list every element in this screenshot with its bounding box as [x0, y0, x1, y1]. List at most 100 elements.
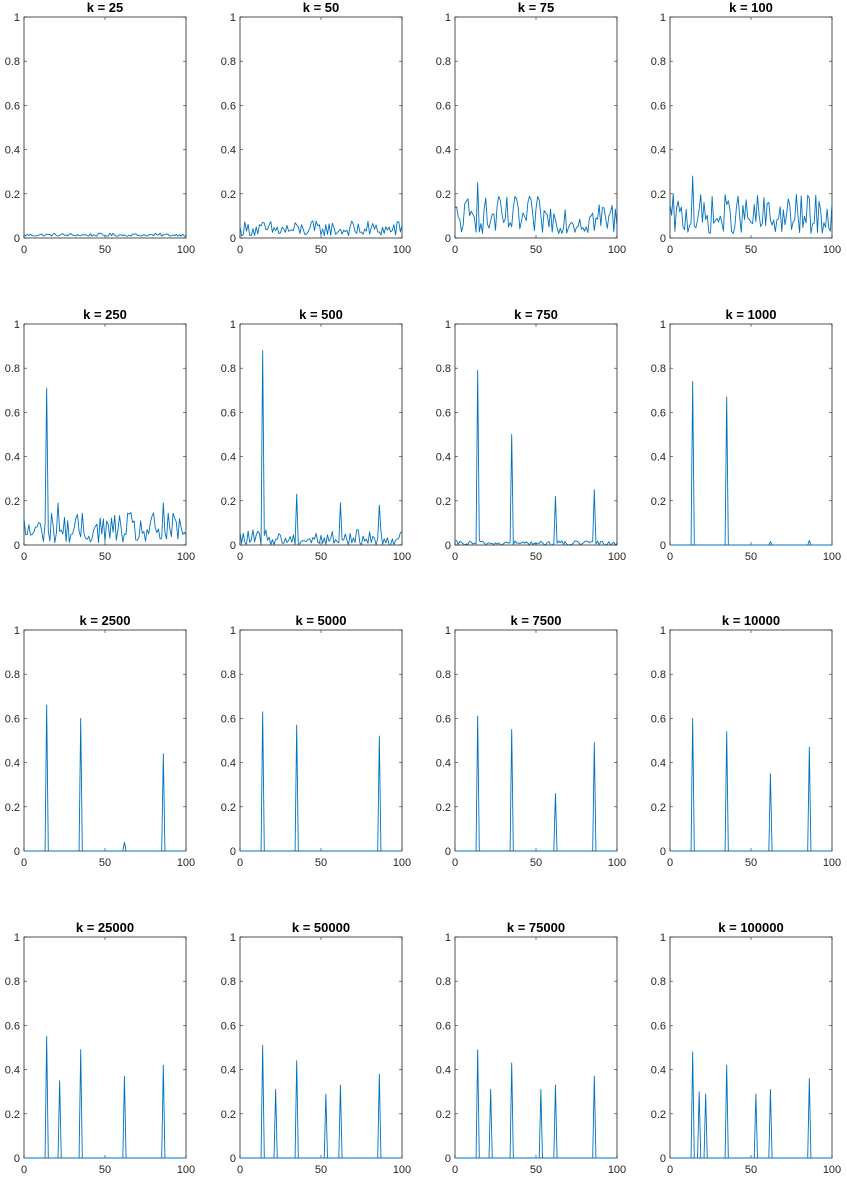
subplot-title: k = 75: [518, 0, 555, 15]
y-tick-label: 0.2: [5, 1109, 20, 1121]
subplot-title: k = 25: [87, 0, 124, 15]
x-tick-label: 0: [237, 857, 243, 869]
y-tick-label: 0.6: [651, 1020, 666, 1032]
series-line: [455, 1049, 617, 1159]
y-tick-label: 0.2: [651, 1109, 666, 1121]
y-tick-label: 0.8: [651, 976, 666, 988]
y-tick-label: 0.4: [221, 452, 236, 464]
subplot-title: k = 2500: [80, 613, 131, 628]
series-line: [454, 369, 618, 546]
y-tick-label: 0: [445, 233, 451, 245]
axes-box: [669, 16, 833, 239]
axes-box: [239, 16, 403, 239]
y-tick-label: 0.8: [221, 363, 236, 375]
subplot-title: k = 10000: [722, 613, 780, 628]
subplot-15: k = 75000 0 0.2 0.4 0.6 0.8 1 0 50 100: [436, 920, 626, 1176]
series-line: [239, 220, 403, 237]
y-tick-label: 0.6: [651, 100, 666, 112]
y-tick-label: 0.6: [221, 1020, 236, 1032]
axes-box: [23, 16, 187, 239]
y-tick-label: 0.6: [5, 100, 20, 112]
y-tick-label: 0.6: [5, 407, 20, 419]
x-tick-label: 50: [745, 1164, 757, 1176]
y-tick-label: 0.2: [651, 496, 666, 508]
axes-box: [454, 936, 618, 1159]
y-tick-label: 0.2: [221, 496, 236, 508]
y-tick-label: 0.4: [5, 1065, 20, 1077]
x-tick-label: 0: [452, 857, 458, 869]
series-line: [669, 175, 833, 234]
subplot-title: k = 1000: [726, 307, 777, 322]
y-tick-label: 0.2: [5, 802, 20, 814]
x-tick-label: 100: [823, 1164, 841, 1176]
y-tick-label: 0.8: [651, 363, 666, 375]
x-tick-label: 50: [99, 1164, 111, 1176]
y-tick-label: 0.4: [436, 145, 451, 157]
x-tick-label: 100: [608, 244, 626, 256]
y-tick-label: 0.2: [221, 189, 236, 201]
x-tick-label: 0: [21, 551, 27, 563]
x-tick-label: 50: [745, 551, 757, 563]
x-tick-label: 100: [393, 1164, 411, 1176]
x-tick-label: 50: [530, 1164, 542, 1176]
y-tick-label: 0.6: [651, 713, 666, 725]
y-tick-label: 0.6: [436, 407, 451, 419]
subplot-title: k = 25000: [76, 920, 134, 935]
y-tick-label: 1: [230, 12, 236, 24]
y-tick-label: 1: [14, 932, 20, 944]
subplot-7: k = 750 0 0.2 0.4 0.6 0.8 1 0 50 100: [436, 307, 626, 563]
subplot-14: k = 50000 0 0.2 0.4 0.6 0.8 1 0 50 100: [221, 920, 411, 1176]
y-tick-label: 0.6: [436, 1020, 451, 1032]
x-tick-label: 50: [530, 551, 542, 563]
subplot-10: k = 5000 0 0.2 0.4 0.6 0.8 1 0 50 100: [221, 613, 411, 869]
x-tick-label: 50: [745, 244, 757, 256]
x-tick-label: 0: [237, 1164, 243, 1176]
y-tick-label: 0.8: [436, 976, 451, 988]
subplot-8: k = 1000 0 0.2 0.4 0.6 0.8 1 0 50 100: [651, 307, 841, 563]
y-tick-label: 0.6: [221, 100, 236, 112]
y-tick-label: 0: [230, 233, 236, 245]
y-tick-label: 1: [445, 625, 451, 637]
y-tick-label: 0.6: [651, 407, 666, 419]
y-tick-label: 0.4: [221, 145, 236, 157]
y-tick-label: 0: [14, 1153, 20, 1165]
axes-box: [454, 16, 618, 239]
x-tick-label: 50: [315, 551, 327, 563]
subplot-1: k = 25 0 0.2 0.4 0.6 0.8 1 0 50 100: [5, 0, 195, 256]
x-tick-label: 0: [667, 1164, 673, 1176]
y-tick-label: 0.8: [5, 56, 20, 68]
y-tick-label: 0.4: [436, 758, 451, 770]
y-tick-label: 0.4: [651, 758, 666, 770]
series-line: [670, 381, 832, 546]
subplot-11: k = 7500 0 0.2 0.4 0.6 0.8 1 0 50 100: [436, 613, 626, 869]
x-tick-label: 100: [393, 551, 411, 563]
series-line: [24, 1036, 186, 1159]
y-tick-label: 0.8: [221, 976, 236, 988]
subplot-4: k = 100 0 0.2 0.4 0.6 0.8 1 0 50 100: [651, 0, 841, 256]
x-tick-label: 100: [393, 244, 411, 256]
y-tick-label: 0.2: [436, 1109, 451, 1121]
y-tick-label: 1: [660, 625, 666, 637]
y-tick-label: 1: [230, 319, 236, 331]
y-tick-label: 0.4: [436, 452, 451, 464]
series-line: [24, 704, 186, 852]
subplot-title: k = 750: [514, 307, 558, 322]
series-line: [240, 1044, 402, 1159]
y-tick-label: 1: [660, 12, 666, 24]
y-tick-label: 0.8: [436, 363, 451, 375]
y-tick-label: 0: [230, 540, 236, 552]
y-tick-label: 0.8: [5, 669, 20, 681]
x-tick-label: 100: [608, 1164, 626, 1176]
y-tick-label: 0.8: [5, 363, 20, 375]
x-tick-label: 100: [608, 551, 626, 563]
y-tick-label: 0.6: [221, 407, 236, 419]
subplot-3: k = 75 0 0.2 0.4 0.6 0.8 1 0 50 100: [436, 0, 626, 256]
x-tick-label: 100: [177, 244, 195, 256]
y-tick-label: 0: [14, 846, 20, 858]
subplot-12: k = 10000 0 0.2 0.4 0.6 0.8 1 0 50 100: [651, 613, 841, 869]
y-tick-label: 0.4: [436, 1065, 451, 1077]
x-tick-label: 0: [21, 244, 27, 256]
y-tick-label: 0.2: [5, 496, 20, 508]
y-tick-label: 0.4: [651, 145, 666, 157]
y-tick-label: 0: [230, 1153, 236, 1165]
